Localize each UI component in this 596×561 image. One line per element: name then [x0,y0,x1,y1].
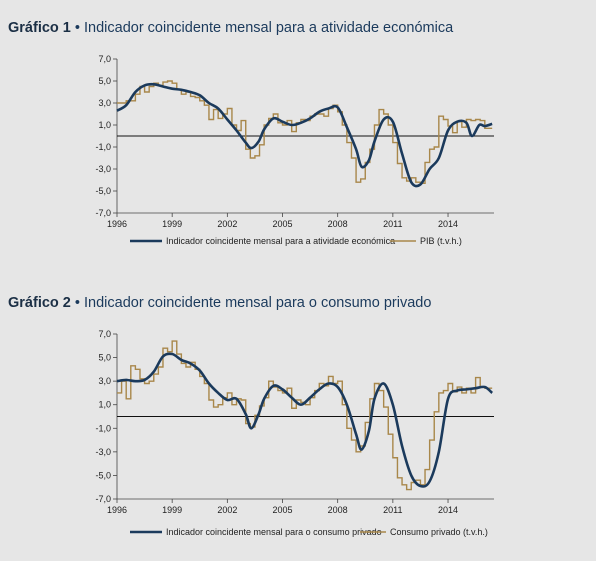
series-line-indicator [116,352,494,488]
x-tick-label: 1999 [162,505,182,515]
y-tick-label: 3,0 [98,376,111,386]
chart-1-title-prefix: Gráfico 1 [8,20,71,36]
chart-1-title: Gráfico 1 • Indicador coincidente mensal… [8,20,453,36]
x-tick-label: 2011 [383,505,402,515]
x-tick-label: 2011 [383,219,402,229]
chart-2-title: Gráfico 2 • Indicador coincidente mensal… [8,295,431,311]
chart-1-title-separator: • [70,20,84,36]
y-tick-label: 1,0 [98,400,111,410]
chart-2-title-separator: • [70,295,84,311]
y-tick-label: 3,0 [98,98,111,108]
legend-label-official: PIB (t.v.h.) [420,236,462,246]
x-tick-label: 2002 [217,505,237,515]
y-tick-label: 7,0 [98,329,111,339]
x-tick-label: 2005 [272,219,292,229]
y-tick-label: 5,0 [98,353,111,363]
y-tick-label: -1,0 [95,142,111,152]
legend-label-indicator: Indicador coincidente mensal para o cons… [166,527,382,537]
x-tick-label: 2005 [272,505,292,515]
chart-2-title-prefix: Gráfico 2 [8,295,71,311]
legend-label-indicator: Indicador coincidente mensal para a ativ… [166,236,395,246]
y-tick-label: -3,0 [95,447,111,457]
x-tick-label: 1999 [162,219,182,229]
x-tick-label: 2008 [328,219,348,229]
chart-1-title-text: Indicador coincidente mensal para a ativ… [84,20,454,36]
x-tick-label: 1996 [107,219,127,229]
y-tick-label: -3,0 [95,164,111,174]
y-tick-label: -7,0 [95,494,111,504]
x-tick-label: 2002 [217,219,237,229]
x-tick-label: 2014 [438,219,458,229]
y-tick-label: 5,0 [98,76,111,86]
series-line-official [117,80,493,184]
x-tick-label: 1996 [107,505,127,515]
y-tick-label: 7,0 [98,54,111,64]
chart-2-title-text: Indicador coincidente mensal para o cons… [84,295,432,311]
y-tick-label: 1,0 [98,120,111,130]
x-tick-label: 2014 [438,505,458,515]
y-tick-label: -7,0 [95,208,111,218]
series-line-indicator [116,82,493,188]
y-tick-label: -1,0 [95,423,111,433]
legend-label-official: Consumo privado (t.v.h.) [390,527,488,537]
y-tick-label: -5,0 [95,186,111,196]
y-tick-label: -5,0 [95,470,111,480]
x-tick-label: 2008 [328,505,348,515]
